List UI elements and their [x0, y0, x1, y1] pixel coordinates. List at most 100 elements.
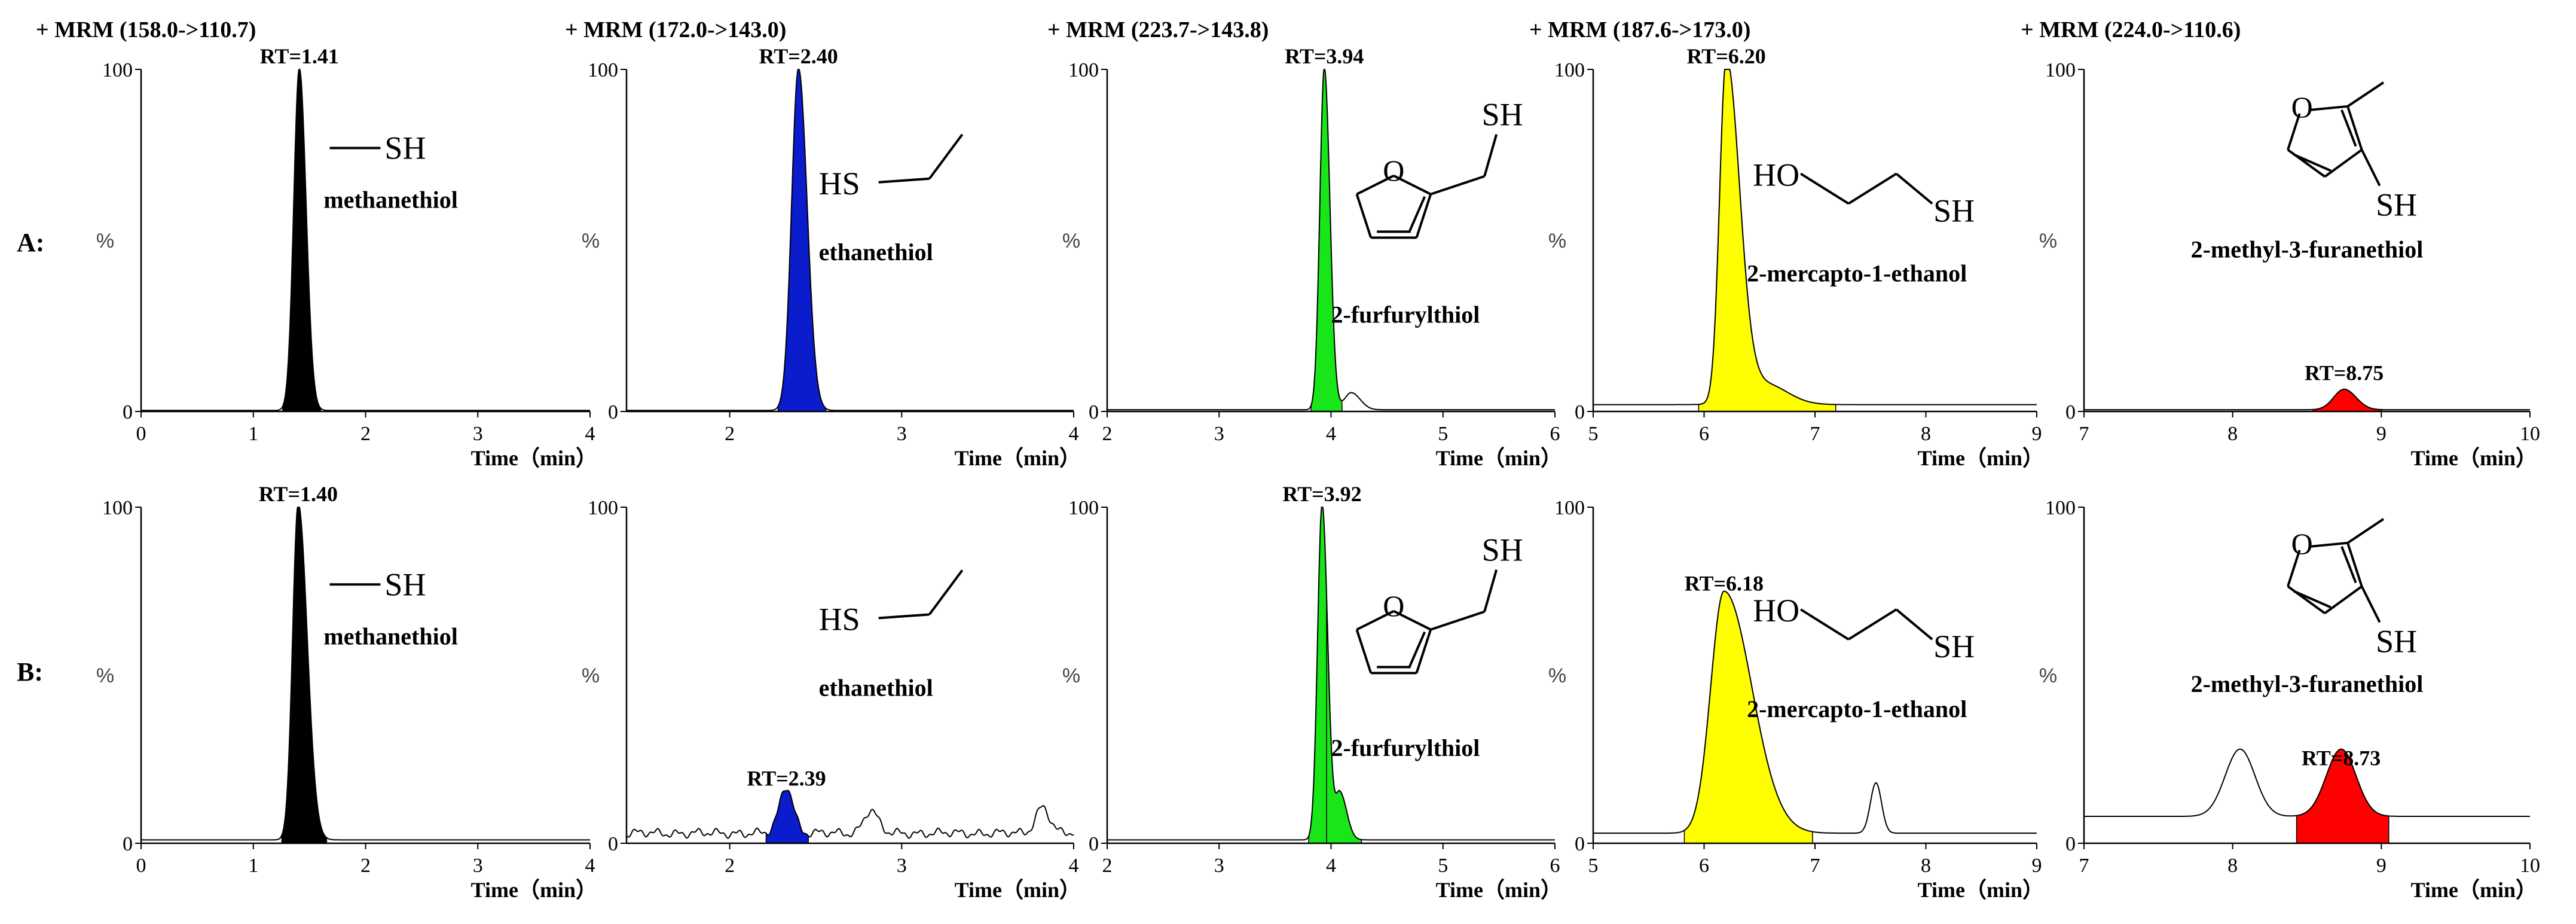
bond	[2310, 105, 2348, 111]
peak-fill-2	[1698, 69, 1836, 412]
bond	[1483, 134, 1498, 177]
bond	[2340, 109, 2357, 147]
compound-name: 2-mercapto-1-ethanol	[1747, 260, 1967, 286]
x-tick-label: 5	[1588, 855, 1599, 877]
compound-name: methanethiol	[323, 623, 457, 649]
x-axis-label: Time（min）	[955, 446, 1081, 470]
x-tick-label: 4	[1069, 423, 1079, 445]
y-tick-label: 0	[608, 833, 618, 855]
signal-line	[626, 789, 1074, 839]
rt-label: RT=6.18	[1685, 571, 1764, 595]
y-tick-label: 0	[1575, 833, 1585, 855]
bond	[1393, 610, 1432, 631]
bond	[878, 177, 930, 184]
y-tick-label: 100	[1068, 497, 1099, 519]
bond	[1415, 194, 1432, 239]
x-axis-label: Time（min）	[2411, 878, 2537, 902]
formula-label: SH	[384, 566, 426, 602]
formula-label: SH	[1482, 97, 1523, 133]
formula-label: HO	[1753, 157, 1799, 193]
x-tick-label: 1	[248, 423, 258, 445]
panel-title: + MRM (158.0->110.7)	[36, 17, 256, 42]
molecule-structure: HS	[819, 569, 964, 637]
compound-name: 2-methyl-3-furanethiol	[2191, 670, 2424, 697]
molecule-structure: HO SH	[1753, 157, 1975, 228]
rt-label: RT=3.92	[1282, 482, 1361, 506]
x-tick-label: 6	[1550, 855, 1560, 877]
bond	[2293, 590, 2331, 609]
formula-label: HO	[1753, 593, 1799, 629]
bond	[1848, 172, 1897, 205]
peak-fill-1	[765, 789, 809, 844]
bond	[2310, 541, 2348, 548]
x-tick-label: 3	[473, 855, 483, 877]
bond	[2324, 148, 2363, 178]
molecule-structure: O SH	[2287, 518, 2417, 659]
molecule-structure: HS	[819, 133, 964, 202]
bond	[2360, 585, 2381, 623]
y-tick-label: 0	[1575, 401, 1585, 423]
x-tick-label: 2	[360, 423, 371, 445]
bond	[1355, 629, 1373, 674]
compound-name: methanethiol	[323, 187, 457, 214]
bond	[878, 613, 930, 620]
row-label-b: B:	[17, 657, 43, 687]
bond	[1415, 629, 1432, 674]
y-tick-label: 100	[588, 497, 618, 519]
bond	[1848, 608, 1897, 641]
thiol-label: SH	[1933, 193, 1975, 228]
bond	[1430, 175, 1485, 196]
peak-fill-2	[1326, 595, 1362, 844]
x-tick-label: 4	[585, 855, 595, 877]
bond	[2346, 542, 2363, 587]
bond	[1408, 631, 1426, 668]
panel-title: + MRM (224.0->110.6)	[2021, 17, 2241, 42]
y-tick-label: 0	[1089, 833, 1099, 855]
x-tick-label: 3	[897, 423, 907, 445]
bond	[2360, 149, 2381, 187]
y-tick-label: 100	[102, 497, 133, 519]
molecule-structure: SH	[329, 130, 426, 166]
x-axis-label: Time（min）	[955, 878, 1081, 902]
bond	[1393, 175, 1432, 196]
y-axis-label: %	[1062, 230, 1080, 252]
rt-label: RT=2.39	[747, 766, 826, 790]
molecule-structure: O SH	[1355, 97, 1523, 239]
bond	[2324, 585, 2363, 615]
rt-label: RT=6.20	[1686, 44, 1765, 68]
compound-name: 2-mercapto-1-ethanol	[1747, 696, 1967, 722]
row-label-a: A:	[17, 228, 44, 257]
rt-label: RT=8.73	[2302, 746, 2381, 770]
x-tick-label: 0	[136, 423, 146, 445]
y-tick-label: 0	[608, 401, 618, 423]
y-tick-label: 100	[1554, 497, 1585, 519]
x-tick-label: 2	[1102, 855, 1113, 877]
bond	[2346, 106, 2363, 151]
y-axis-label: %	[96, 664, 114, 687]
y-tick-label: 0	[2065, 401, 2076, 423]
panel-title: + MRM (187.6->173.0)	[1529, 17, 1750, 42]
x-axis-label: Time（min）	[471, 446, 597, 470]
thiol-label: SH	[1933, 629, 1975, 664]
oxygen-label: O	[1383, 589, 1404, 623]
compound-name: 2-methyl-3-furanethiol	[2191, 236, 2424, 263]
x-tick-label: 9	[2032, 855, 2042, 877]
y-axis-label: %	[582, 664, 600, 687]
x-tick-label: 2	[725, 855, 735, 877]
y-axis-label: %	[1548, 230, 1566, 252]
signal-line	[2084, 748, 2530, 817]
bond	[2346, 518, 2385, 544]
bond	[1408, 196, 1426, 233]
bond	[1430, 610, 1485, 631]
formula-label: SH	[2376, 623, 2417, 659]
rt-label: RT=8.75	[2305, 361, 2384, 385]
rt-label: RT=3.94	[1285, 44, 1364, 68]
y-axis-label: %	[1062, 664, 1080, 687]
x-axis-label: Time（min）	[1918, 878, 2044, 902]
oxygen-label: O	[2291, 90, 2313, 124]
y-axis-label: %	[96, 230, 114, 252]
